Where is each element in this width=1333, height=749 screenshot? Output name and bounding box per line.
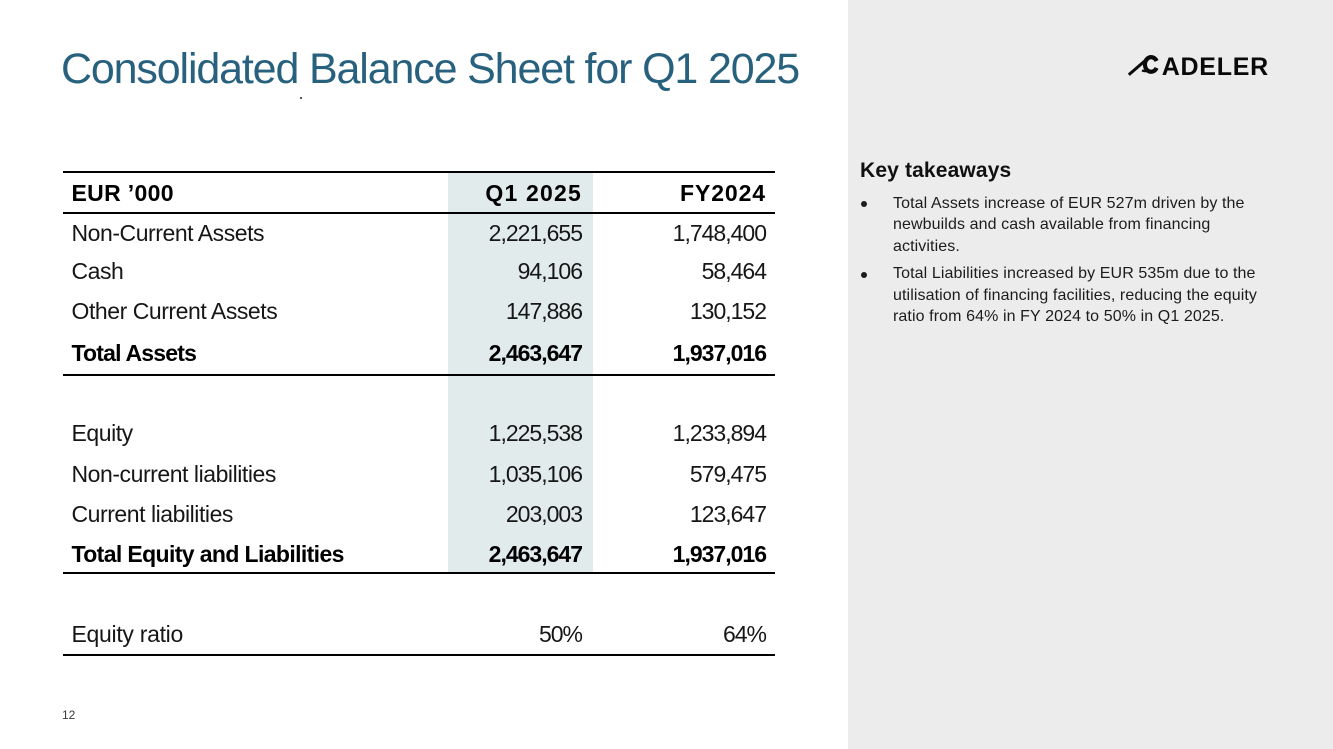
svg-text:ADELER: ADELER bbox=[1162, 53, 1269, 81]
